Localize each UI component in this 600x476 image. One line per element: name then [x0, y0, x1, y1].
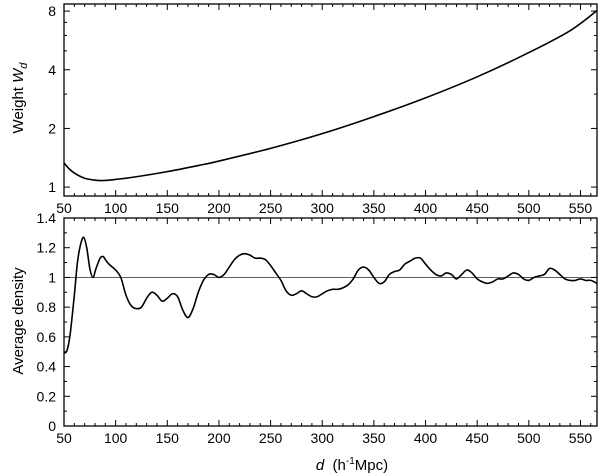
bottom-x-tick-label: 400 [414, 430, 438, 446]
x-axis-label-symbol: d [316, 457, 325, 474]
bottom-x-tick-label: 200 [207, 430, 231, 446]
bottom-y-tick-label: 0.2 [37, 388, 57, 404]
bottom-y-axis-label: Average density [10, 267, 27, 375]
top-x-tick-label: 150 [156, 200, 180, 216]
top-y-tick-label: 1 [48, 179, 56, 195]
x-axis-label-unit-open: (h [324, 457, 346, 474]
bottom-y-tick-label: 0.8 [37, 299, 57, 315]
bottom-x-tick-label: 100 [104, 430, 128, 446]
bottom-x-tick-label: 250 [259, 430, 283, 446]
x-axis-label-superscript: -1 [346, 456, 355, 467]
bottom-y-tick-label: 0 [48, 418, 56, 434]
top-y-axis-label-subscript: d [18, 62, 30, 69]
bottom-x-tick-label: 350 [362, 430, 386, 446]
top-x-tick-label: 450 [465, 200, 489, 216]
bottom-y-tick-label: 1.4 [37, 210, 57, 226]
top-y-tick-label: 4 [48, 62, 56, 78]
bottom-x-tick-label: 550 [569, 430, 593, 446]
bottom-x-tick-label: 450 [465, 430, 489, 446]
bottom-panel: 50 100 150 200 250 300 350 400 450 500 550 0 0.2 0.4 0… [37, 210, 598, 446]
bottom-x-tick-label: 50 [56, 430, 72, 446]
top-y-tick-label: 2 [48, 120, 56, 136]
bottom-series-line [63, 236, 598, 354]
bottom-plot-frame [63, 217, 598, 427]
bottom-y-tick-label: 1 [48, 269, 56, 285]
bottom-y-tick-label: 0.4 [37, 359, 57, 375]
top-x-tick-label: 500 [517, 200, 541, 216]
top-panel: 50 100 150 200 250 300 350 400 450 500 550 1 2 4 8 [48, 3, 598, 216]
bottom-x-tick-label: 500 [517, 430, 541, 446]
bottom-y-tick-label: 1.2 [37, 240, 57, 256]
bottom-x-tick-label: 150 [156, 430, 180, 446]
top-x-tick-label: 50 [56, 200, 72, 216]
top-x-tick-label: 350 [362, 200, 386, 216]
top-x-tick-label: 100 [104, 200, 128, 216]
top-x-tick-label: 550 [569, 200, 593, 216]
top-y-axis-label-symbol: W [10, 67, 27, 83]
top-y-axis-label: Weight Wd [10, 62, 30, 134]
x-axis-label: d (h-1Mpc) [316, 456, 388, 474]
top-x-tick-label: 300 [311, 200, 335, 216]
top-plot-frame [63, 3, 598, 197]
bottom-x-tick-label: 300 [311, 430, 335, 446]
top-y-axis-label-main: Weight [10, 83, 27, 134]
top-series-line [63, 9, 598, 182]
top-x-tick-label: 200 [207, 200, 231, 216]
top-y-tick-label: 8 [48, 3, 56, 19]
bottom-y-tick-label: 0.6 [37, 329, 57, 345]
x-axis-label-unit-close: Mpc) [355, 457, 388, 474]
top-x-tick-label: 400 [414, 200, 438, 216]
top-x-tick-label: 250 [259, 200, 283, 216]
